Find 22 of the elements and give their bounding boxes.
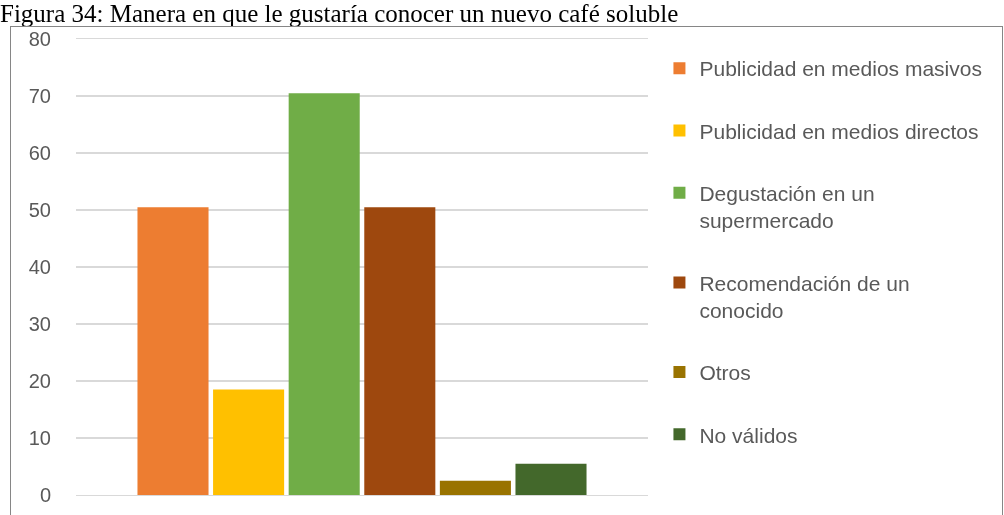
y-tick-label: 50 <box>28 199 51 221</box>
legend-label: Publicidad en medios directos <box>699 119 979 143</box>
y-tick-label: 10 <box>28 427 51 449</box>
legend-label: Otros <box>699 361 751 385</box>
y-tick-label: 20 <box>28 370 51 392</box>
bar <box>213 389 285 495</box>
legend-label: No válidos <box>699 423 798 447</box>
y-tick-label: 30 <box>28 313 51 335</box>
y-tick-label: 0 <box>39 484 51 506</box>
bar <box>439 480 511 495</box>
legend-label: Recomendación de un conocido <box>699 271 910 322</box>
y-tick-label: 80 <box>28 28 51 50</box>
y-tick-label: 40 <box>28 256 51 278</box>
bar <box>137 207 209 495</box>
bar <box>288 93 360 495</box>
bar <box>364 207 436 495</box>
legend-label: Degustación en un supermercado <box>699 182 875 233</box>
chart-title: Figura 34: Manera en que le gustaría conocer un nuevo café soluble <box>0 0 679 27</box>
legend-label: Publicidad en medios masivos <box>699 57 982 81</box>
y-tick-label: 60 <box>28 142 51 164</box>
y-tick-label: 70 <box>28 85 51 107</box>
bar <box>515 463 587 495</box>
